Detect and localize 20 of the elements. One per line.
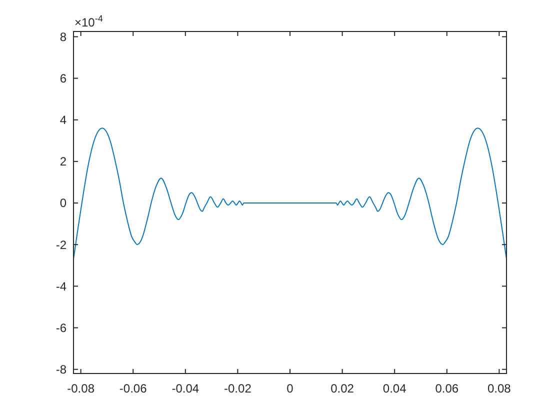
x-tick-label: 0.06	[435, 382, 459, 396]
x-tick-label: 0.04	[382, 382, 407, 396]
text: ×10$^{-4}$	[74, 14, 103, 30]
y-tick-label: -8	[56, 362, 67, 377]
y-tick-label: -4	[56, 279, 67, 294]
x-tick-label: -0.04	[172, 382, 200, 396]
x-tick-label: 0	[286, 382, 294, 396]
y-tick-label: 6	[60, 71, 67, 86]
x-tick-label: 0.08	[488, 382, 512, 396]
line-series	[74, 128, 506, 260]
y-tick-label: 4	[60, 113, 67, 128]
y-tick-label: -6	[56, 320, 67, 335]
x-tick-label: -0.02	[224, 382, 252, 396]
x-tick-label: -0.06	[119, 382, 148, 396]
y-tick-label: -2	[56, 238, 67, 252]
y-tick-label: 8	[60, 30, 67, 44]
y-tick-label: 0	[60, 196, 67, 210]
x-tick-label: 0.02	[330, 382, 354, 396]
y-tick-label: 2	[60, 154, 67, 169]
x-tick-label: -0.08	[67, 382, 95, 396]
